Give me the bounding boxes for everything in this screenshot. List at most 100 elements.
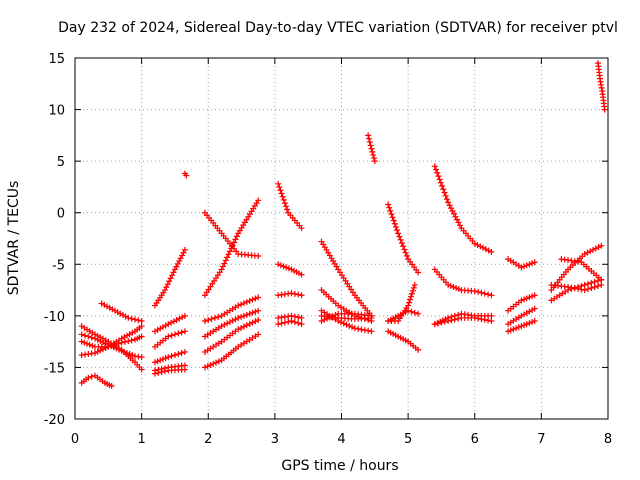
data-point [243, 322, 250, 329]
data-point [453, 216, 460, 223]
data-point [165, 321, 172, 328]
data-point [229, 242, 236, 249]
data-series-s5 [78, 331, 145, 361]
data-point [99, 346, 106, 353]
data-point [349, 324, 356, 331]
data-point [368, 314, 375, 321]
data-point [129, 352, 136, 359]
data-point [224, 254, 231, 261]
data-point [115, 346, 122, 353]
data-point [370, 151, 377, 158]
data-point [291, 319, 298, 326]
data-point [181, 312, 188, 319]
data-point [105, 341, 112, 348]
data-series-s13 [151, 366, 188, 377]
data-point [255, 331, 262, 338]
x-tick-label: 6 [471, 432, 479, 447]
data-point [277, 187, 284, 194]
data-point [138, 318, 145, 325]
data-point [97, 347, 104, 354]
data-point [578, 286, 585, 293]
data-point [445, 199, 452, 206]
data-point [107, 342, 114, 349]
data-point [162, 355, 169, 362]
data-point [232, 316, 239, 323]
data-point [288, 312, 295, 319]
data-point [521, 322, 528, 329]
data-point [598, 276, 605, 283]
data-point [180, 249, 187, 256]
data-point [521, 263, 528, 270]
data-point [488, 318, 495, 325]
data-point [369, 148, 376, 155]
data-point [125, 338, 132, 345]
data-point [113, 345, 120, 352]
data-point [478, 316, 485, 323]
data-point [176, 315, 183, 322]
data-point [181, 246, 188, 253]
data-point [85, 374, 92, 381]
data-point [85, 333, 92, 340]
data-point [179, 314, 186, 321]
data-point [121, 338, 128, 345]
data-point [288, 318, 295, 325]
data-point [232, 236, 239, 243]
data-point [131, 316, 138, 323]
data-point [81, 339, 88, 346]
data-series-s41 [505, 305, 538, 328]
data-point [221, 260, 228, 267]
data-point [280, 263, 287, 270]
data-point [167, 275, 174, 282]
data-point [204, 363, 211, 370]
data-series-s7 [151, 246, 188, 309]
data-point [226, 248, 233, 255]
data-point [222, 257, 229, 264]
data-point [171, 266, 178, 273]
data-series-s10 [151, 328, 188, 350]
data-point [526, 320, 533, 327]
data-point [219, 263, 226, 270]
data-series-s36 [431, 266, 495, 299]
x-tick-label: 4 [337, 432, 345, 447]
data-point [94, 336, 101, 343]
data-point [157, 357, 164, 364]
data-point [138, 333, 145, 340]
data-point [238, 313, 245, 320]
data-point [571, 285, 578, 292]
data-point [581, 250, 588, 257]
data-point [168, 319, 175, 326]
data-point [368, 145, 375, 152]
x-tick-label: 0 [71, 432, 79, 447]
data-point [485, 317, 492, 324]
data-point [390, 217, 397, 224]
data-point [482, 246, 489, 253]
data-point [283, 264, 290, 271]
data-point [275, 261, 282, 268]
data-point [138, 366, 145, 373]
data-point [231, 239, 238, 246]
data-point [581, 281, 588, 288]
data-point [588, 279, 595, 286]
data-point [121, 348, 128, 355]
data-point [415, 346, 422, 353]
data-point [474, 242, 481, 249]
data-point [446, 202, 453, 209]
data-point [434, 169, 441, 176]
data-point [365, 327, 372, 334]
data-series-s44 [548, 276, 605, 304]
data-series-s23 [275, 312, 305, 321]
y-tick-label: -20 [44, 413, 65, 428]
data-series-s31 [385, 201, 422, 276]
data-point [255, 253, 262, 260]
data-point [408, 290, 415, 297]
data-series-s40 [505, 292, 538, 314]
x-axis-label: GPS time / hours [281, 458, 398, 474]
data-point [170, 318, 177, 325]
data-point [151, 359, 158, 366]
data-point [291, 290, 298, 297]
data-point [183, 172, 190, 179]
x-tick-label: 8 [604, 432, 612, 447]
data-point [568, 284, 575, 291]
data-point [365, 135, 372, 142]
data-point [170, 269, 177, 276]
